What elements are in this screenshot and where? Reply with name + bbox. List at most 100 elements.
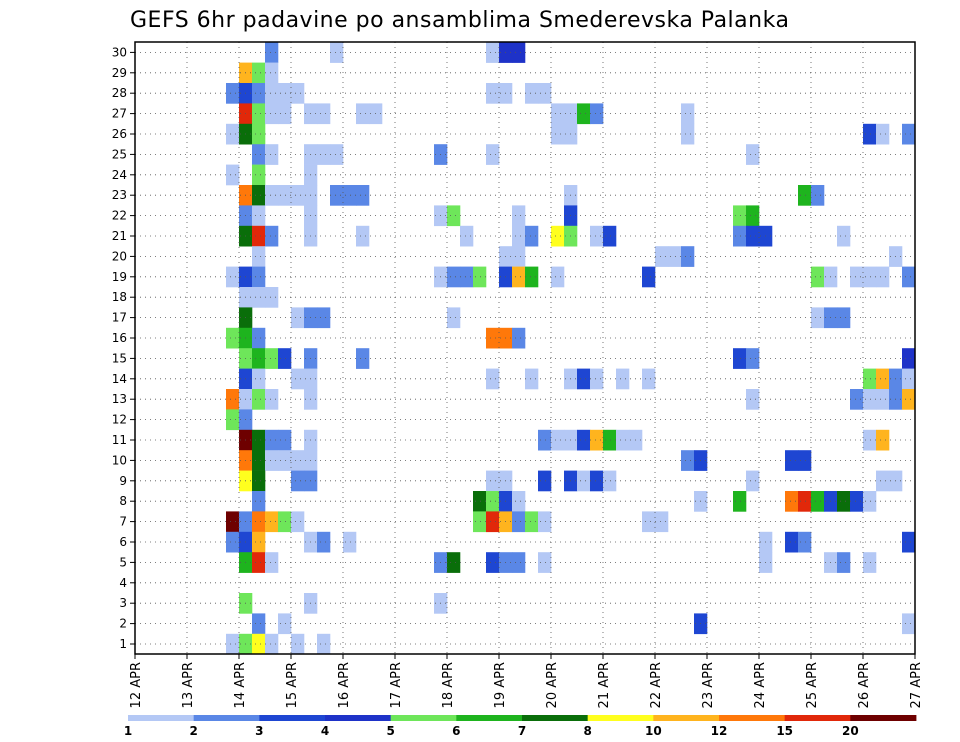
x-tick-label: 25 APR: [805, 662, 820, 708]
heatmap-cell: [252, 62, 266, 84]
heatmap-cell: [525, 225, 539, 247]
heatmap-cell: [265, 633, 279, 655]
y-tick-label: 5: [119, 555, 127, 569]
heatmap-cell: [863, 552, 877, 573]
heatmap-cell: [798, 185, 812, 206]
heatmap-cell: [902, 389, 916, 410]
heatmap-cell: [252, 205, 266, 227]
y-tick-label: 6: [119, 535, 127, 549]
chart-title: GEFS 6hr padavine po ansamblima Smederev…: [130, 8, 789, 33]
y-tick-label: 18: [112, 290, 127, 304]
heatmap-cell: [278, 429, 292, 451]
heatmap-cell: [655, 511, 669, 533]
heatmap-cell: [512, 491, 526, 512]
heatmap-cell: [252, 266, 266, 288]
heatmap-cell: [265, 103, 279, 125]
heatmap-cell: [278, 185, 292, 206]
x-tick-label: 13 APR: [181, 662, 196, 708]
heatmap-cell: [837, 491, 851, 512]
colorbar-label: 20: [842, 724, 859, 738]
colorbar-label: 6: [452, 724, 460, 738]
heatmap-cell: [226, 511, 240, 533]
heatmap-cell: [473, 491, 487, 512]
heatmap-cell: [863, 491, 877, 512]
heatmap-cell: [642, 368, 656, 390]
heatmap-cell: [356, 348, 370, 369]
heatmap-cell: [226, 409, 240, 431]
heatmap-cell: [798, 491, 812, 512]
heatmap-cell: [603, 470, 617, 492]
heatmap-cell: [252, 83, 266, 104]
y-tick-label: 23: [112, 188, 127, 202]
heatmap-cell: [317, 633, 331, 655]
heatmap-cell: [837, 307, 851, 329]
x-tick-label: 22 APR: [649, 662, 664, 708]
y-tick-label: 10: [112, 453, 127, 467]
heatmap-cell: [785, 450, 799, 471]
y-tick-label: 14: [112, 372, 127, 386]
heatmap-cell: [265, 225, 279, 247]
heatmap-cell: [746, 348, 760, 369]
x-tick-label: 20 APR: [545, 662, 560, 708]
heatmap-cell: [551, 266, 565, 288]
heatmap-cell: [486, 470, 500, 492]
heatmap-cell: [538, 552, 552, 573]
heatmap-cell: [252, 164, 266, 186]
x-tick-label: 21 APR: [597, 662, 612, 708]
heatmap-cell: [850, 266, 864, 288]
heatmap-cell: [850, 491, 864, 512]
heatmap-cell: [265, 552, 279, 573]
heatmap-cell: [512, 205, 526, 227]
colorbar-label: 10: [645, 724, 662, 738]
heatmap-cell: [252, 123, 266, 145]
heatmap-cell: [226, 327, 240, 349]
colorbar-segment: [128, 715, 195, 721]
y-tick-label: 22: [112, 209, 127, 223]
y-tick-label: 13: [112, 392, 127, 406]
heatmap-cell: [876, 368, 890, 390]
y-tick-label: 19: [112, 270, 127, 284]
heatmap-cell: [538, 83, 552, 104]
heatmap-cell: [811, 266, 825, 288]
heatmap-cell: [863, 368, 877, 390]
heatmap-cell: [356, 185, 370, 206]
heatmap-cell: [746, 470, 760, 492]
colorbar-label: 15: [776, 724, 793, 738]
heatmap-cell: [265, 389, 279, 410]
colorbar-segment: [193, 715, 260, 721]
heatmap-cell: [252, 103, 266, 125]
y-tick-label: 20: [112, 249, 127, 263]
heatmap-cell: [681, 123, 695, 145]
heatmap-cell: [317, 307, 331, 329]
heatmap-cell: [252, 613, 266, 635]
heatmap-cell: [551, 225, 565, 247]
heatmap-cell: [733, 491, 747, 512]
heatmap-cell: [798, 531, 812, 553]
colorbar: 1 2 3 4 5 6 7 8 10 12 15 20: [124, 715, 917, 738]
heatmap-cell: [278, 511, 292, 533]
x-tick-label: 17 APR: [389, 662, 404, 708]
y-tick-label: 28: [112, 86, 127, 100]
heatmap-cell: [356, 225, 370, 247]
heatmap-cell: [447, 307, 461, 329]
heatmap-cell: [577, 103, 591, 125]
heatmap-cell: [317, 103, 331, 125]
heatmap-cell: [252, 144, 266, 165]
heatmap-cell: [746, 225, 760, 247]
heatmap-cell: [486, 511, 500, 533]
heatmap-cell: [486, 368, 500, 390]
heatmap-cell: [265, 185, 279, 206]
heatmap-cell: [278, 348, 292, 369]
y-tick-label: 3: [119, 596, 127, 610]
y-tick-label: 15: [112, 351, 127, 365]
heatmap-cell: [733, 205, 747, 227]
heatmap-cell: [486, 42, 500, 63]
colorbar-label: 1: [124, 724, 132, 738]
heatmap-cell: [876, 123, 890, 145]
heatmap-cell: [525, 266, 539, 288]
heatmap-cell: [447, 205, 461, 227]
heatmap-cell: [265, 450, 279, 471]
heatmap-cell: [746, 389, 760, 410]
heatmap-cell: [252, 552, 266, 573]
